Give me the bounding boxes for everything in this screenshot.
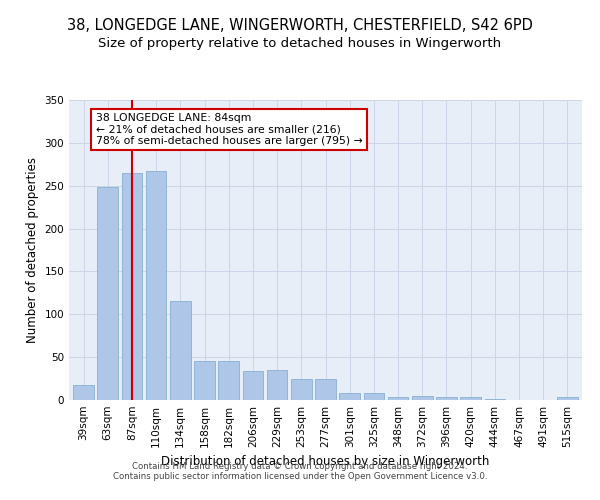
Bar — [557, 396, 578, 400]
Bar — [340, 393, 360, 400]
Bar — [97, 186, 118, 400]
Bar — [267, 370, 287, 400]
Bar — [412, 396, 433, 400]
X-axis label: Distribution of detached houses by size in Wingerworth: Distribution of detached houses by size … — [161, 456, 490, 468]
Bar — [291, 378, 311, 400]
Text: Contains HM Land Registry data © Crown copyright and database right 2024.
Contai: Contains HM Land Registry data © Crown c… — [113, 462, 487, 481]
Bar — [122, 173, 142, 400]
Bar — [194, 362, 215, 400]
Bar — [315, 378, 336, 400]
Bar — [242, 371, 263, 400]
Bar — [388, 396, 409, 400]
Text: 38 LONGEDGE LANE: 84sqm
← 21% of detached houses are smaller (216)
78% of semi-d: 38 LONGEDGE LANE: 84sqm ← 21% of detache… — [95, 113, 362, 146]
Text: Size of property relative to detached houses in Wingerworth: Size of property relative to detached ho… — [98, 38, 502, 51]
Bar — [436, 396, 457, 400]
Bar — [73, 384, 94, 400]
Y-axis label: Number of detached properties: Number of detached properties — [26, 157, 39, 343]
Bar — [364, 393, 384, 400]
Text: 38, LONGEDGE LANE, WINGERWORTH, CHESTERFIELD, S42 6PD: 38, LONGEDGE LANE, WINGERWORTH, CHESTERF… — [67, 18, 533, 32]
Bar — [460, 396, 481, 400]
Bar — [485, 399, 505, 400]
Bar — [218, 362, 239, 400]
Bar — [170, 302, 191, 400]
Bar — [146, 171, 166, 400]
